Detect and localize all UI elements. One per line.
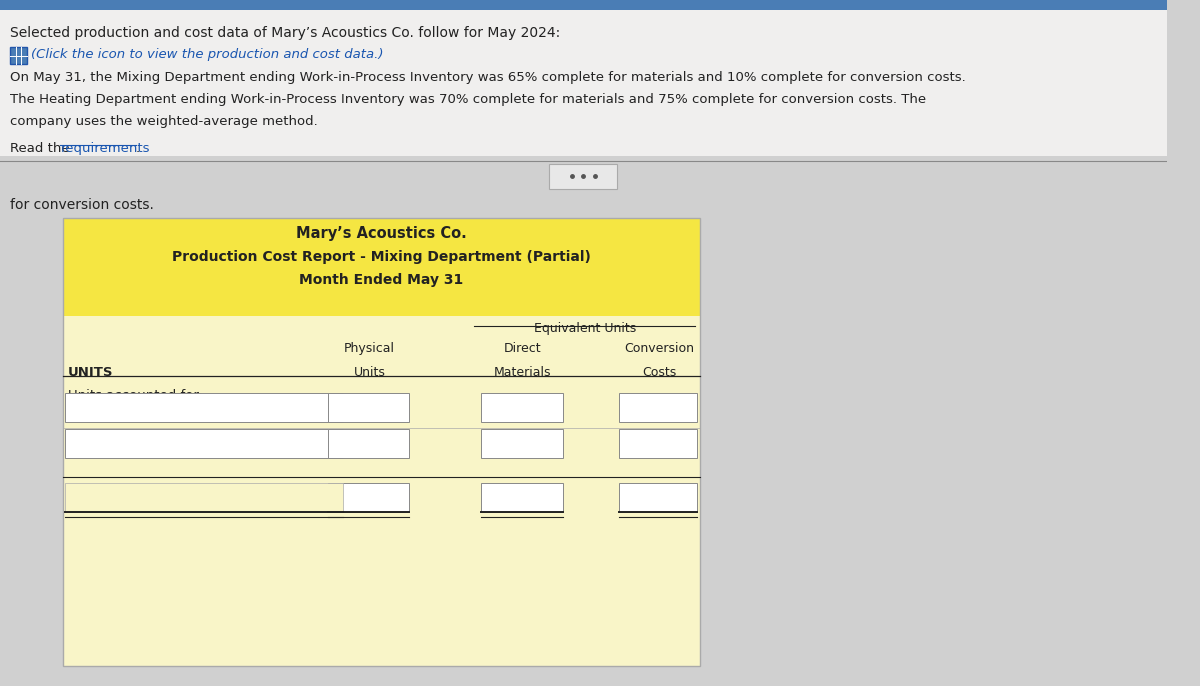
Bar [619,393,697,422]
Text: Production Cost Report - Mixing Department (Partial): Production Cost Report - Mixing Departme… [172,250,590,264]
Text: requirements: requirements [60,142,150,155]
Text: .: . [136,142,140,155]
Bar [10,47,28,64]
Text: for conversion costs.: for conversion costs. [10,198,154,212]
Text: Month Ended May 31: Month Ended May 31 [300,273,463,287]
Bar [65,483,343,512]
Text: (Click the icon to view the production and cost data.): (Click the icon to view the production a… [31,48,384,61]
Bar [328,429,409,458]
Text: The Heating Department ending Work-in-Process Inventory was 70% complete for mat: The Heating Department ending Work-in-Pr… [10,93,926,106]
Bar [65,393,343,422]
Text: Direct: Direct [504,342,541,355]
Bar [481,483,563,512]
Text: Conversion: Conversion [624,342,694,355]
Bar [0,161,1166,686]
Text: Selected production and cost data of Mary’s Acoustics Co. follow for May 2024:: Selected production and cost data of Mar… [10,26,560,40]
Bar [64,218,700,666]
Bar [481,393,563,422]
Bar [328,393,409,422]
Bar [0,0,1166,10]
Bar [328,483,409,512]
Text: Mary’s Acoustics Co.: Mary’s Acoustics Co. [296,226,467,241]
Text: company uses the weighted-average method.: company uses the weighted-average method… [10,115,318,128]
Text: Equivalent Units: Equivalent Units [534,322,636,335]
Bar [0,0,1166,156]
Text: Materials: Materials [494,366,552,379]
Bar [550,164,617,189]
Text: Physical: Physical [344,342,395,355]
Bar [64,316,700,666]
Bar [481,429,563,458]
Text: Units: Units [354,366,385,379]
Text: Total units accounted for: Total units accounted for [68,484,233,497]
Text: Costs: Costs [642,366,676,379]
Text: Units accounted for:: Units accounted for: [68,389,203,402]
Bar [64,218,700,316]
Text: Read the: Read the [10,142,73,155]
Text: On May 31, the Mixing Department ending Work-in-Process Inventory was 65% comple: On May 31, the Mixing Department ending … [10,71,966,84]
Text: UNITS: UNITS [68,366,114,379]
Bar [65,429,343,458]
Bar [619,483,697,512]
Bar [619,429,697,458]
